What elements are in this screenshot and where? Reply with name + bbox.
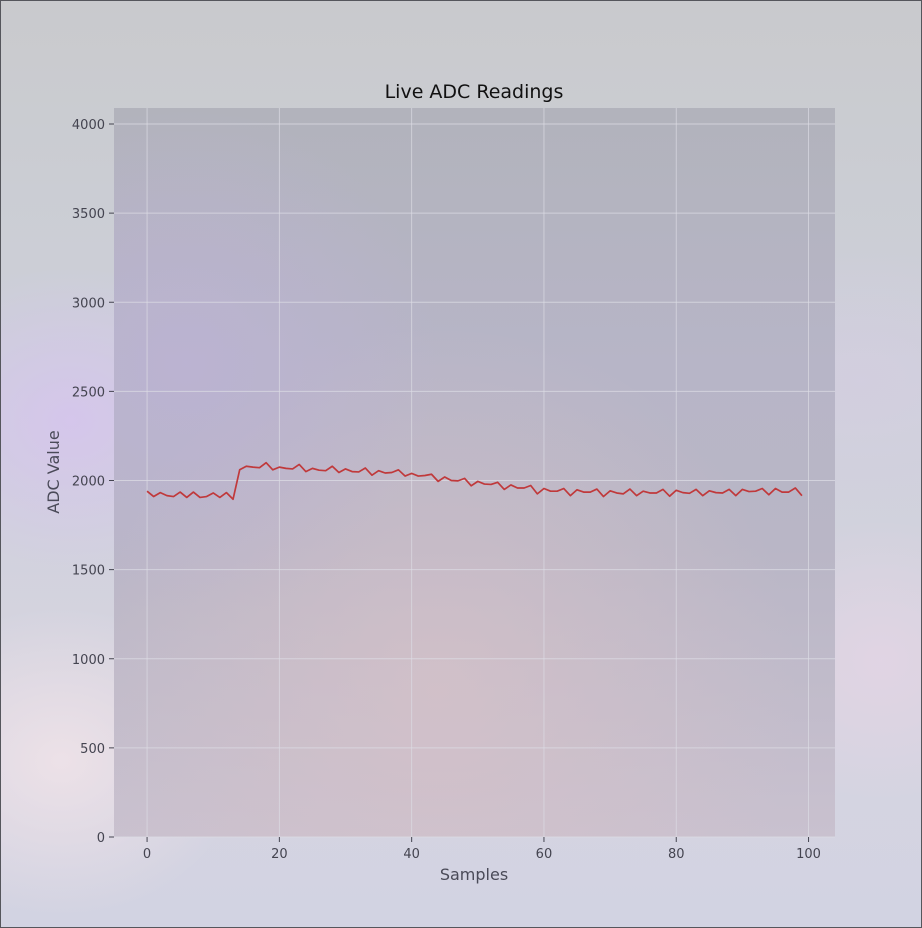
plot-area <box>114 108 835 837</box>
x-tick-label: 40 <box>403 847 420 862</box>
x-tick-label: 0 <box>143 847 151 862</box>
y-tick-label: 3500 <box>72 207 105 222</box>
y-tick-label: 2500 <box>72 385 105 400</box>
x-axis-label: Samples <box>440 865 508 884</box>
y-tick-label: 2000 <box>72 475 105 490</box>
y-tick-label: 0 <box>97 831 105 846</box>
y-tick-label: 1000 <box>72 653 105 668</box>
y-tick-label: 500 <box>80 742 105 757</box>
grid-lines <box>114 108 835 838</box>
x-tick-label: 100 <box>796 847 821 862</box>
x-tick-label: 80 <box>668 847 685 862</box>
y-axis-ticks: 0 500 1000 1500 2000 2500 3000 3500 4000 <box>72 118 114 846</box>
y-axis-label: ADC Value <box>44 430 63 513</box>
y-tick-label: 3000 <box>72 296 105 311</box>
x-tick-label: 20 <box>271 847 288 862</box>
x-axis-ticks: 0 20 40 60 80 100 <box>143 837 821 862</box>
y-tick-label: 1500 <box>72 564 105 579</box>
series-layer <box>146 461 803 501</box>
x-tick-label: 60 <box>536 847 553 862</box>
adc-series-line <box>146 461 803 501</box>
chart-title: Live ADC Readings <box>385 81 564 103</box>
y-tick-label: 4000 <box>72 118 105 133</box>
